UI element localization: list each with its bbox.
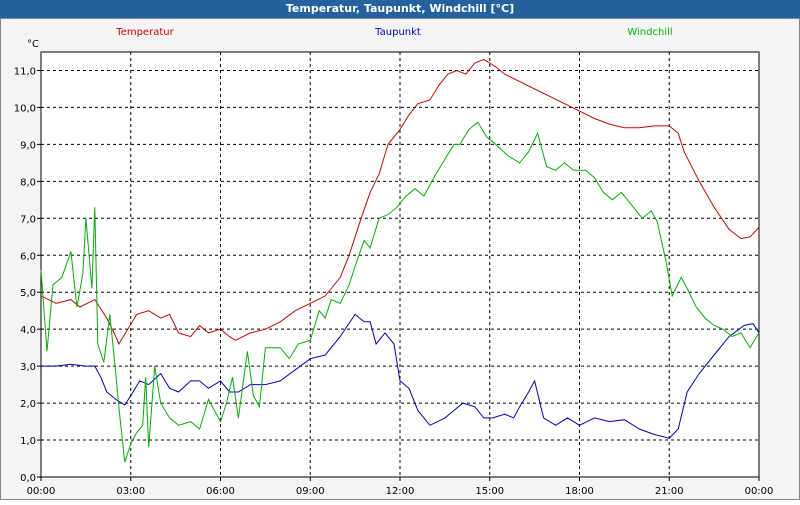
y-tick-label: 4,0: [20, 325, 36, 336]
x-tick-time: 03:00: [116, 486, 145, 497]
x-tick-time: 00:00: [745, 486, 774, 497]
line-chart: 0,0 1,0 2,0 3,0 4,0 5,0 6,0 7,0 8,0 9,0 10,0 11,0 00…: [14, 27, 774, 497]
x-tick-time: 06:00: [206, 486, 235, 497]
legend-taupunkt: Taupunkt: [374, 27, 421, 38]
series-line-windchill: [40, 121, 760, 463]
y-tick-label: 8,0: [20, 177, 36, 188]
y-tick-label: 0,0: [20, 473, 36, 484]
y-tick-label: 5,0: [20, 288, 36, 299]
chart-panel: 0,0 1,0 2,0 3,0 4,0 5,0 6,0 7,0 8,0 9,0 10,0 11,0 00…: [0, 18, 800, 500]
legend-temperatur: Temperatur: [115, 27, 174, 38]
y-tick-label: 7,0: [20, 214, 36, 225]
series-line-taupunkt: [41, 313, 760, 439]
window-title: Temperatur, Taupunkt, Windchill [°C]: [0, 0, 800, 18]
legend-windchill: Windchill: [627, 27, 672, 38]
y-tick-label: 3,0: [20, 362, 36, 373]
y-tick-label: 1,0: [20, 436, 36, 447]
x-tick-time: 12:00: [386, 486, 415, 497]
y-tick-label: 11,0: [14, 66, 36, 77]
series-line-temperatur: [40, 58, 760, 346]
y-tick-label: 2,0: [20, 399, 36, 410]
x-tick-time: 15:00: [475, 486, 504, 497]
x-tick-time: 09:00: [296, 486, 325, 497]
y-tick-label: 9,0: [20, 140, 36, 151]
y-axis-label: °C: [27, 39, 39, 50]
y-tick-label: 6,0: [20, 251, 36, 262]
x-tick-time: 18:00: [565, 486, 594, 497]
x-tick-time: 21:00: [655, 486, 684, 497]
x-tick-time: 00:00: [27, 486, 56, 497]
y-tick-label: 10,0: [14, 103, 36, 114]
